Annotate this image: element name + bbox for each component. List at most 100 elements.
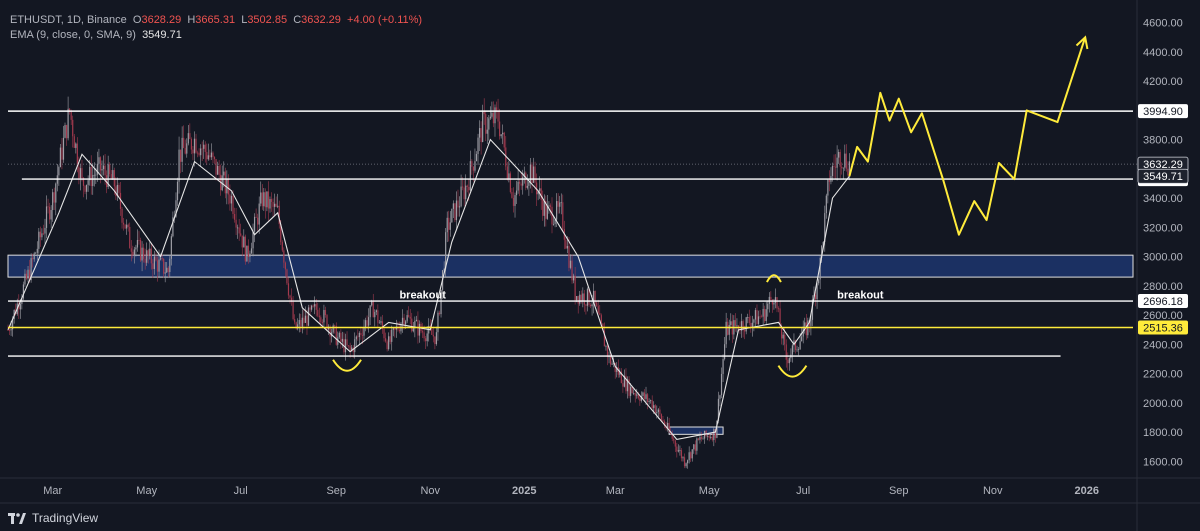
ema-label: EMA (9, close, 0, SMA, 9) [10, 29, 136, 41]
candle-body [270, 199, 273, 202]
candle-body [93, 174, 95, 176]
candle-body [295, 322, 297, 329]
candle-body [320, 317, 322, 323]
candle-body [124, 224, 126, 229]
candle-body [759, 316, 761, 318]
candle-body [55, 183, 57, 203]
candle-body [79, 168, 82, 179]
candle-body [611, 363, 613, 365]
candle-body [771, 299, 773, 305]
candle-body [690, 452, 692, 459]
candle-body [654, 405, 656, 414]
x-tick-label: Mar [43, 485, 62, 497]
candle-body [491, 112, 493, 117]
y-tick-label: 3800.00 [1143, 135, 1183, 147]
candle-body [508, 173, 510, 179]
candle-body [389, 336, 391, 342]
candle-body [307, 307, 310, 326]
candle-body [358, 332, 360, 337]
candle-body [249, 253, 251, 257]
candle-body [499, 121, 501, 137]
candle-body [653, 405, 655, 408]
y-tick-label: 2200.00 [1143, 369, 1183, 381]
candle-body [113, 170, 115, 187]
candle-body [520, 183, 522, 186]
candle-body [747, 316, 749, 318]
candle-body [542, 200, 544, 216]
candle-body [458, 206, 461, 208]
candle-body [172, 217, 174, 237]
candle-body [360, 332, 362, 335]
tradingview-logo[interactable]: TradingView [8, 511, 98, 525]
candle-body [232, 195, 234, 215]
candle-body [682, 457, 684, 459]
candle-body [599, 312, 601, 316]
candle-body [277, 205, 279, 207]
candle-body [779, 308, 781, 328]
candle-body [99, 157, 102, 171]
candle-body [85, 184, 88, 192]
candle-body [106, 175, 108, 188]
candle-body [28, 269, 31, 281]
candle-body [714, 429, 716, 438]
candle-body [531, 164, 533, 183]
candle-body [403, 317, 405, 325]
candle-body [127, 224, 129, 227]
candle-body [525, 172, 527, 188]
candle-body [398, 329, 401, 332]
candle-body [25, 273, 28, 279]
candle-body [50, 210, 52, 220]
candle-body [351, 347, 353, 351]
candle-body [369, 305, 371, 318]
candle-body [297, 324, 299, 329]
candle-body [323, 309, 325, 323]
candle-body [494, 107, 496, 124]
candle-body [685, 463, 687, 467]
candle-body [636, 394, 638, 396]
candle-body [523, 172, 525, 178]
candle-body [519, 181, 521, 184]
candle-body [825, 195, 827, 214]
ema-line [7, 138, 850, 441]
candle-body [793, 340, 795, 346]
candle-body [150, 248, 152, 264]
candle-body [380, 321, 382, 323]
candle-body [668, 422, 670, 431]
candle-body [554, 219, 556, 224]
candle-body [240, 233, 242, 236]
candle-body [773, 302, 775, 305]
candle-body [713, 429, 715, 441]
change-value: +4.00 (+0.11%) [347, 14, 423, 26]
candle-body [582, 293, 584, 301]
candle-body [728, 324, 730, 335]
candle-body [824, 213, 826, 243]
y-tick-label: 1800.00 [1143, 427, 1183, 439]
candle-body [42, 233, 45, 235]
close-value: 3632.29 [301, 14, 341, 26]
candle-body [534, 166, 536, 183]
candle-body [703, 430, 706, 439]
candle-body [423, 332, 425, 339]
current-price-label-bg [1137, 168, 1189, 184]
candle-body [631, 386, 633, 394]
candle-body [740, 321, 743, 331]
candle-body [415, 319, 417, 321]
candle-body [110, 174, 112, 180]
candle-body [267, 191, 270, 209]
candle-body [633, 393, 635, 394]
candle-body [677, 450, 679, 452]
candle-body [344, 339, 347, 353]
candle-body [568, 246, 570, 268]
candle-body [332, 325, 334, 333]
candle-body [522, 177, 524, 186]
forecast-arrowhead [1075, 35, 1089, 50]
candle-body [244, 236, 246, 262]
candle-body [210, 152, 213, 158]
candle-body [841, 166, 843, 169]
frown-marker [766, 274, 782, 283]
candle-body [468, 186, 470, 191]
candle-body [699, 436, 701, 440]
candle-body [269, 199, 271, 209]
candle-body [104, 165, 106, 176]
